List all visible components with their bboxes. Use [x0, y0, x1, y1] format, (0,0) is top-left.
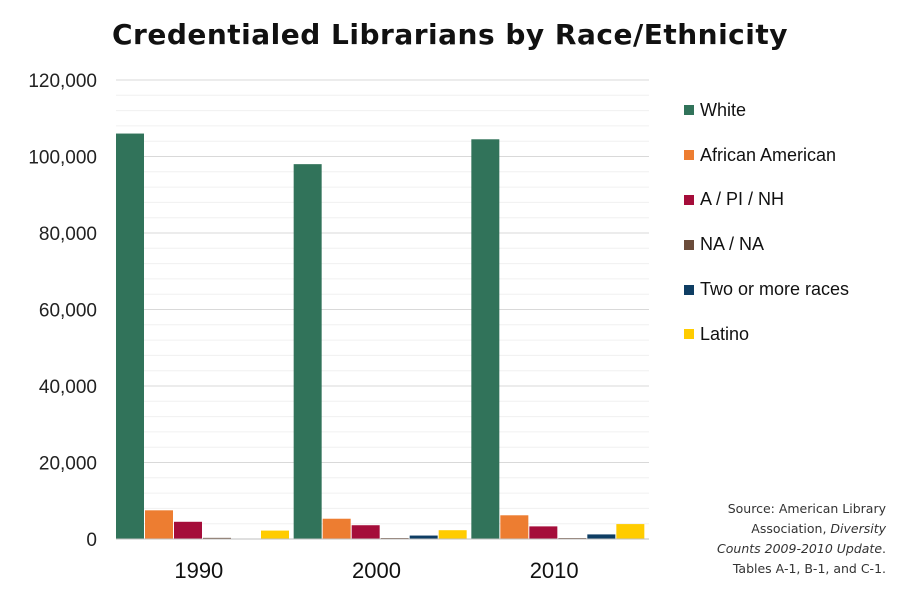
legend-label: African American: [700, 144, 837, 165]
bar-na-na-1990: [203, 537, 231, 539]
bars: [116, 133, 645, 540]
source-note: Source: American Library Association, Di…: [676, 499, 886, 579]
y-tick-label: 20,000: [39, 454, 97, 475]
bar-white-2010: [471, 139, 500, 539]
y-tick-label: 80,000: [39, 224, 97, 245]
bar-white-1990: [116, 133, 144, 540]
bar-latino-2000: [438, 530, 467, 539]
legend-label: A / PI / NH: [700, 189, 785, 210]
legend-label: Two or more races: [700, 279, 850, 300]
bar-african-american-2000: [322, 518, 351, 539]
legend-swatch: [684, 194, 694, 205]
x-category-label: 1990: [174, 558, 223, 583]
source-line2b: Diversity: [830, 521, 886, 536]
bar-african-american-1990: [145, 510, 173, 539]
bar-latino-1990: [261, 530, 289, 539]
legend-swatch: [684, 284, 694, 295]
legend-item: Two or more races: [684, 267, 849, 312]
gridlines: [116, 79, 649, 540]
legend-item: African American: [684, 133, 849, 178]
y-tick-label: 0: [86, 530, 97, 551]
legend-item: A / PI / NH: [684, 178, 849, 223]
legend-label: NA / NA: [700, 234, 765, 255]
legend-swatch: [684, 105, 694, 116]
source-line3a: Counts 2009-2010 Update: [717, 541, 883, 556]
x-category-label: 2000: [352, 558, 401, 583]
y-tick-label: 40,000: [39, 377, 97, 398]
bar-white-2000: [293, 164, 322, 539]
legend-item: White: [684, 88, 849, 133]
legend-swatch: [684, 150, 694, 161]
source-line2a: Association,: [751, 521, 831, 536]
y-axis-ticks: 0 20,000 40,000 60,000 80,000 100,000 120,000: [28, 71, 97, 551]
chart-title: Credentialed Librarians by Race/Ethnicit…: [111, 18, 789, 51]
legend: White African American A / PI / NH NA / NA T…: [684, 88, 849, 357]
legend-swatch: [684, 329, 694, 340]
x-axis-categories: 1990 2000 2010: [174, 558, 578, 583]
legend-item: NA / NA: [684, 222, 849, 267]
legend-item: Latino: [684, 312, 849, 357]
bar-latino-2010: [616, 524, 645, 539]
legend-label: White: [700, 99, 747, 120]
bar-a-pi-nh-2000: [351, 525, 380, 539]
legend-swatch: [684, 239, 694, 250]
y-tick-label: 120,000: [28, 71, 97, 92]
source-line4: Tables A-1, B-1, and C-1.: [732, 561, 886, 576]
legend-label: Latino: [700, 323, 750, 344]
y-tick-label: 60,000: [39, 301, 97, 322]
x-category-label: 2010: [530, 558, 579, 583]
source-line1: Source: American Library: [727, 501, 886, 516]
source-line3b: .: [882, 541, 886, 556]
bar-two-or-more-races-2000: [409, 535, 438, 539]
bar-a-pi-nh-2010: [529, 526, 558, 539]
y-tick-label: 100,000: [28, 148, 97, 169]
bar-african-american-2010: [500, 515, 529, 539]
bar-two-or-more-races-2010: [587, 534, 616, 539]
bar-a-pi-nh-1990: [174, 521, 202, 539]
